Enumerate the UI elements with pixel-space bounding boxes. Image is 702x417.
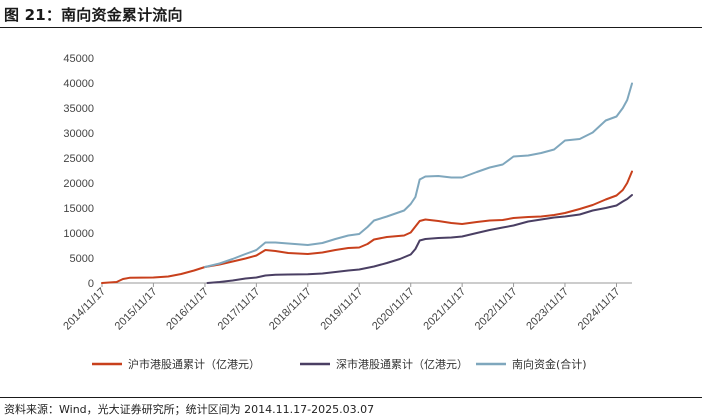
x-tick-label: 2017/11/17 <box>216 286 263 333</box>
source-rule <box>0 397 702 398</box>
y-tick-label: 10000 <box>63 228 94 240</box>
y-tick-label: 45000 <box>63 53 94 65</box>
x-tick-label: 2019/11/17 <box>318 286 365 333</box>
x-tick-label: 2024/11/17 <box>576 286 623 333</box>
x-tick-label: 2023/11/17 <box>524 286 571 333</box>
line-chart: 0 5000 10000 15000 20000 25000 30000 35000 40000… <box>61 53 633 371</box>
source-note: 资料来源：Wind，光大证券研究所；统计区间为 2014.11.17-2025.… <box>4 403 375 416</box>
y-tick-label: 35000 <box>63 103 94 115</box>
series-line-3 <box>204 82 633 268</box>
x-tick-label: 2014/11/17 <box>61 286 108 333</box>
y-tick-label: 5000 <box>70 253 94 265</box>
x-tick-label: 2018/11/17 <box>267 286 314 333</box>
x-axis: 2014/11/17 2015/11/17 2016/11/17 2017/11/17… <box>61 282 632 333</box>
y-tick-label: 40000 <box>63 78 94 90</box>
legend-label-3: 南向资金(合计) <box>512 357 587 371</box>
x-tick-label: 2016/11/17 <box>164 286 211 333</box>
y-axis: 0 5000 10000 15000 20000 25000 30000 35000 40000… <box>63 53 94 290</box>
x-tick-label: 2021/11/17 <box>421 286 468 333</box>
x-tick-label: 2015/11/17 <box>113 286 160 333</box>
series-line-2 <box>206 194 633 284</box>
x-tick-label: 2020/11/17 <box>370 286 417 333</box>
series-lines <box>101 82 633 284</box>
title-rule <box>0 27 702 28</box>
figure-title: 图 21：南向资金累计流向 <box>4 6 183 24</box>
y-tick-label: 30000 <box>63 128 94 140</box>
y-tick-label: 0 <box>88 278 94 290</box>
legend-label-2: 深市港股通累计（亿港元） <box>336 357 468 371</box>
y-tick-label: 15000 <box>63 203 94 215</box>
legend: 沪市港股通累计（亿港元） 深市港股通累计（亿港元） 南向资金(合计) <box>92 357 587 371</box>
series-line-1 <box>101 170 633 284</box>
y-tick-label: 25000 <box>63 153 94 165</box>
legend-label-1: 沪市港股通累计（亿港元） <box>128 357 260 371</box>
x-tick-label: 2022/11/17 <box>473 286 520 333</box>
y-tick-label: 20000 <box>63 178 94 190</box>
